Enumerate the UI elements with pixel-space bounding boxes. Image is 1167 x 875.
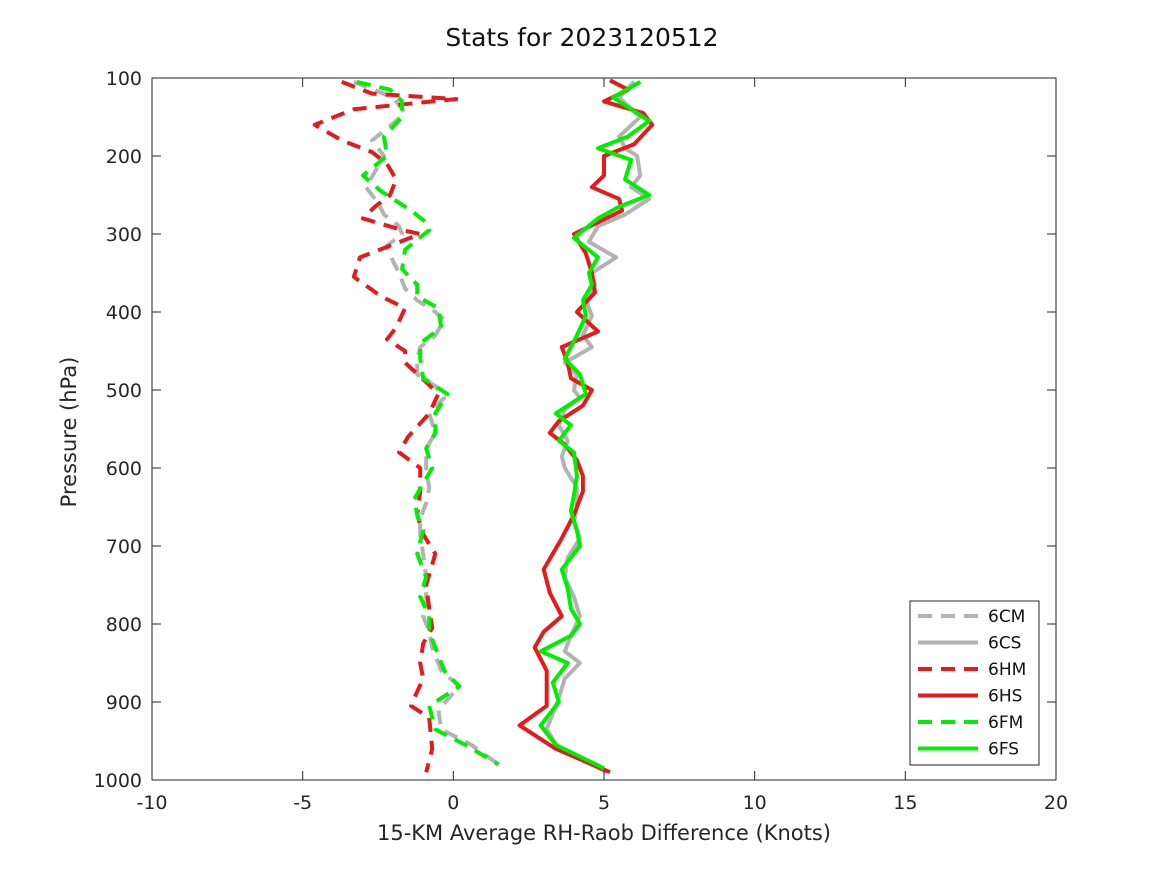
chart-title: Stats for 2023120512 bbox=[445, 23, 718, 52]
x-axis-ticks: -10 -5 0 5 10 15 20 bbox=[136, 78, 1068, 814]
y-tick-label: 100 bbox=[106, 68, 142, 90]
y-tick-label: 300 bbox=[106, 224, 142, 246]
x-tick-label: 15 bbox=[893, 792, 917, 814]
legend-label-6hs: 6HS bbox=[988, 687, 1022, 707]
y-tick-label: 900 bbox=[106, 692, 142, 714]
legend-box bbox=[909, 600, 1040, 766]
x-tick-label: 20 bbox=[1044, 792, 1068, 814]
y-tick-label: 500 bbox=[106, 380, 142, 402]
series-line-6fs bbox=[538, 80, 652, 771]
x-tick-label: 10 bbox=[743, 792, 767, 814]
series-line-6hm bbox=[312, 80, 459, 773]
legend-label-6cs: 6CS bbox=[988, 634, 1021, 654]
legend-label-6hm: 6HM bbox=[988, 660, 1026, 680]
plot-series bbox=[312, 78, 655, 775]
x-tick-label: -10 bbox=[136, 792, 167, 814]
legend-label-6cm: 6CM bbox=[988, 607, 1025, 627]
x-axis-label: 15-KM Average RH-Raob Difference (Knots) bbox=[377, 821, 831, 845]
y-tick-label: 700 bbox=[106, 536, 142, 558]
y-axis-ticks: 100 200 300 400 500 600 700 800 900 1000 bbox=[94, 68, 1056, 792]
x-tick-label: -5 bbox=[293, 792, 312, 814]
y-axis-label: Pressure (hPa) bbox=[57, 357, 81, 508]
legend: 6CM 6CS 6HM 6HS 6FM 6FS bbox=[909, 600, 1040, 766]
x-tick-label: 5 bbox=[598, 792, 610, 814]
legend-label-6fm: 6FM bbox=[988, 713, 1023, 733]
y-tick-label: 600 bbox=[106, 458, 142, 480]
series-line-6fm bbox=[356, 79, 500, 767]
y-tick-label: 1000 bbox=[94, 770, 142, 792]
x-tick-label: 0 bbox=[447, 792, 459, 814]
y-tick-label: 200 bbox=[106, 146, 142, 168]
legend-label-6fs: 6FS bbox=[988, 740, 1019, 760]
y-tick-label: 400 bbox=[106, 302, 142, 324]
y-tick-label: 800 bbox=[106, 614, 142, 636]
